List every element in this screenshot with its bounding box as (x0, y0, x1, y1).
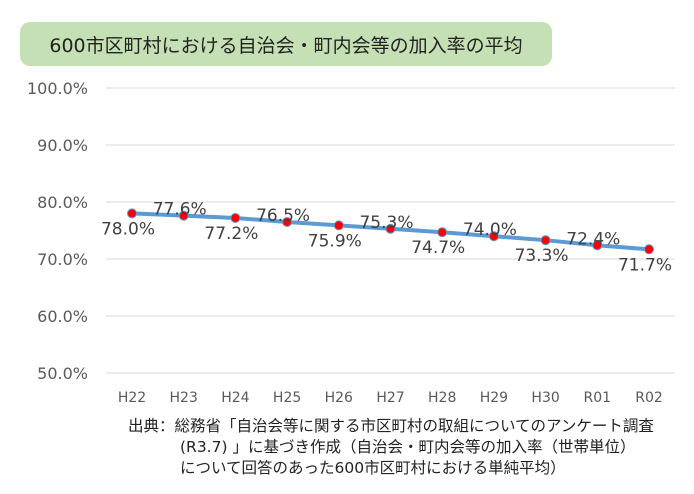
y-tick-label: 90.0% (37, 136, 88, 155)
source-note: 出典：総務省「自治会等に関する市区町村の取組についてのアンケート調査 (R3.7… (128, 416, 654, 479)
data-label: 71.7% (618, 255, 672, 275)
data-label: 74.0% (463, 220, 517, 240)
x-tick-label: H30 (531, 390, 559, 406)
source-line-3: について回答のあった600市区町村における単純平均） (180, 459, 566, 477)
data-point (230, 212, 241, 223)
x-tick-label: R02 (635, 390, 663, 406)
data-point (127, 208, 137, 219)
x-tick-label: H24 (221, 390, 249, 406)
y-tick-label: 60.0% (37, 307, 88, 326)
data-label: 74.7% (411, 238, 465, 258)
x-tick-label: R01 (584, 390, 612, 406)
x-tick-label: H29 (480, 390, 508, 406)
data-point (644, 244, 654, 255)
data-point (333, 220, 344, 231)
data-point (385, 223, 396, 234)
x-tick-label: H22 (118, 390, 146, 406)
data-label: 77.6% (153, 200, 207, 220)
data-point (540, 235, 551, 246)
y-tick-label: 80.0% (37, 193, 88, 212)
x-tick-label: H26 (325, 390, 353, 406)
y-tick-label: 100.0% (27, 79, 88, 98)
data-point (592, 240, 603, 251)
data-label: 77.2% (204, 224, 258, 244)
x-tick-label: H27 (376, 390, 404, 406)
x-tick-label: H28 (428, 390, 456, 406)
data-label: 73.3% (515, 246, 569, 266)
y-tick-label: 70.0% (37, 250, 88, 269)
data-label: 76.5% (256, 206, 310, 226)
data-label: 72.4% (566, 229, 620, 249)
y-tick-label: 50.0% (37, 364, 88, 383)
source-line-1: 出典：総務省「自治会等に関する市区町村の取組についてのアンケート調査 (128, 417, 654, 435)
data-label: 75.9% (308, 231, 362, 251)
data-point (488, 231, 499, 242)
chart-title: 600市区町村における自治会・町内会等の加入率の平均 (20, 22, 552, 66)
data-point (437, 227, 448, 238)
x-tick-label: H23 (170, 390, 198, 406)
data-point (282, 216, 293, 227)
x-tick-label: H25 (273, 390, 301, 406)
data-label: 75.3% (359, 213, 413, 233)
data-point (178, 210, 189, 221)
data-label: 78.0% (101, 219, 155, 239)
source-line-2: (R3.7) 」に基づき作成（自治会・町内会等の加入率（世帯単位） (180, 438, 636, 456)
